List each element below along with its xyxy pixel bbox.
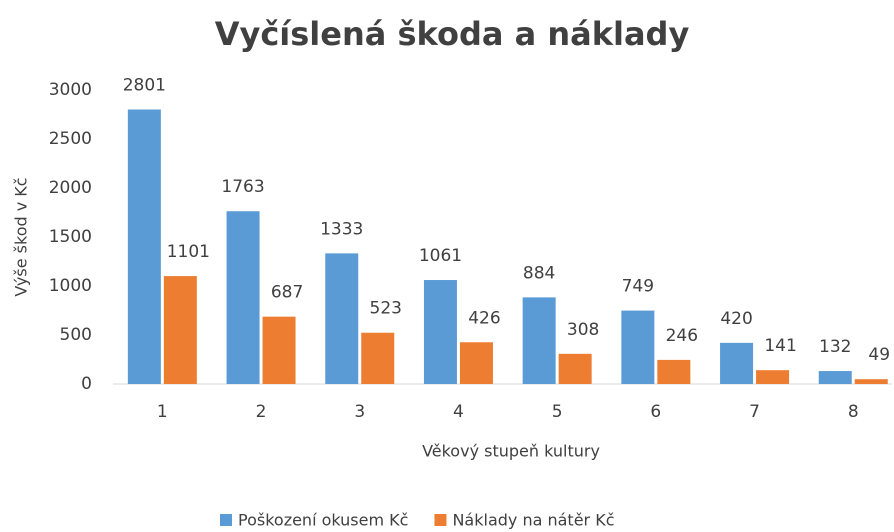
bar bbox=[459, 342, 493, 384]
bar bbox=[522, 297, 556, 384]
x-axis-label: Věkový stupeň kultury bbox=[422, 442, 600, 461]
bar bbox=[720, 342, 754, 384]
data-label: 1333 bbox=[320, 219, 363, 239]
data-label: 749 bbox=[622, 277, 654, 297]
x-tick-label: 7 bbox=[749, 402, 760, 422]
y-tick-label: 3000 bbox=[49, 80, 92, 100]
data-label: 426 bbox=[468, 308, 500, 328]
data-label: 1763 bbox=[221, 177, 264, 197]
data-label: 49 bbox=[868, 345, 890, 365]
x-tick-label: 8 bbox=[848, 402, 859, 422]
data-label: 246 bbox=[666, 326, 698, 346]
x-tick-label: 4 bbox=[453, 402, 464, 422]
x-tick-label: 6 bbox=[650, 402, 661, 422]
data-label: 1061 bbox=[419, 246, 462, 266]
data-label: 1101 bbox=[167, 242, 210, 262]
y-axis-label: Výše škod v Kč bbox=[12, 177, 31, 296]
bar bbox=[262, 316, 296, 384]
y-tick-label: 1000 bbox=[49, 276, 92, 296]
data-label: 141 bbox=[764, 336, 796, 356]
y-tick-label: 2000 bbox=[49, 178, 92, 198]
data-label: 132 bbox=[819, 337, 851, 357]
data-label: 308 bbox=[567, 320, 599, 340]
legend-swatch bbox=[434, 514, 447, 526]
data-label: 420 bbox=[720, 309, 752, 329]
x-tick-label: 3 bbox=[354, 402, 365, 422]
bar bbox=[127, 109, 161, 384]
bar bbox=[226, 211, 260, 384]
bar bbox=[621, 310, 655, 384]
bar bbox=[163, 276, 197, 384]
bar bbox=[854, 379, 888, 384]
legend-label: Poškození okusem Kč bbox=[238, 511, 408, 530]
y-tick-label: 2500 bbox=[49, 129, 92, 149]
y-tick-label: 500 bbox=[60, 325, 92, 345]
chart-title: Vyčíslená škoda a náklady bbox=[215, 15, 690, 53]
data-label: 523 bbox=[370, 299, 402, 319]
x-tick-label: 5 bbox=[552, 402, 563, 422]
bar bbox=[325, 253, 359, 384]
y-tick-label: 1500 bbox=[49, 227, 92, 247]
x-tick-label: 2 bbox=[256, 402, 267, 422]
bar bbox=[657, 359, 691, 384]
data-label: 687 bbox=[271, 283, 303, 303]
bar bbox=[558, 353, 592, 384]
legend-swatch bbox=[220, 514, 232, 526]
bar bbox=[756, 370, 790, 384]
y-tick-label: 0 bbox=[81, 374, 92, 394]
bar bbox=[361, 332, 395, 384]
data-label: 2801 bbox=[123, 76, 166, 96]
data-label: 884 bbox=[523, 263, 555, 283]
x-tick-label: 1 bbox=[157, 402, 168, 422]
legend-label: Náklady na nátěr Kč bbox=[452, 511, 614, 530]
bar bbox=[423, 280, 457, 384]
bar bbox=[818, 371, 852, 384]
